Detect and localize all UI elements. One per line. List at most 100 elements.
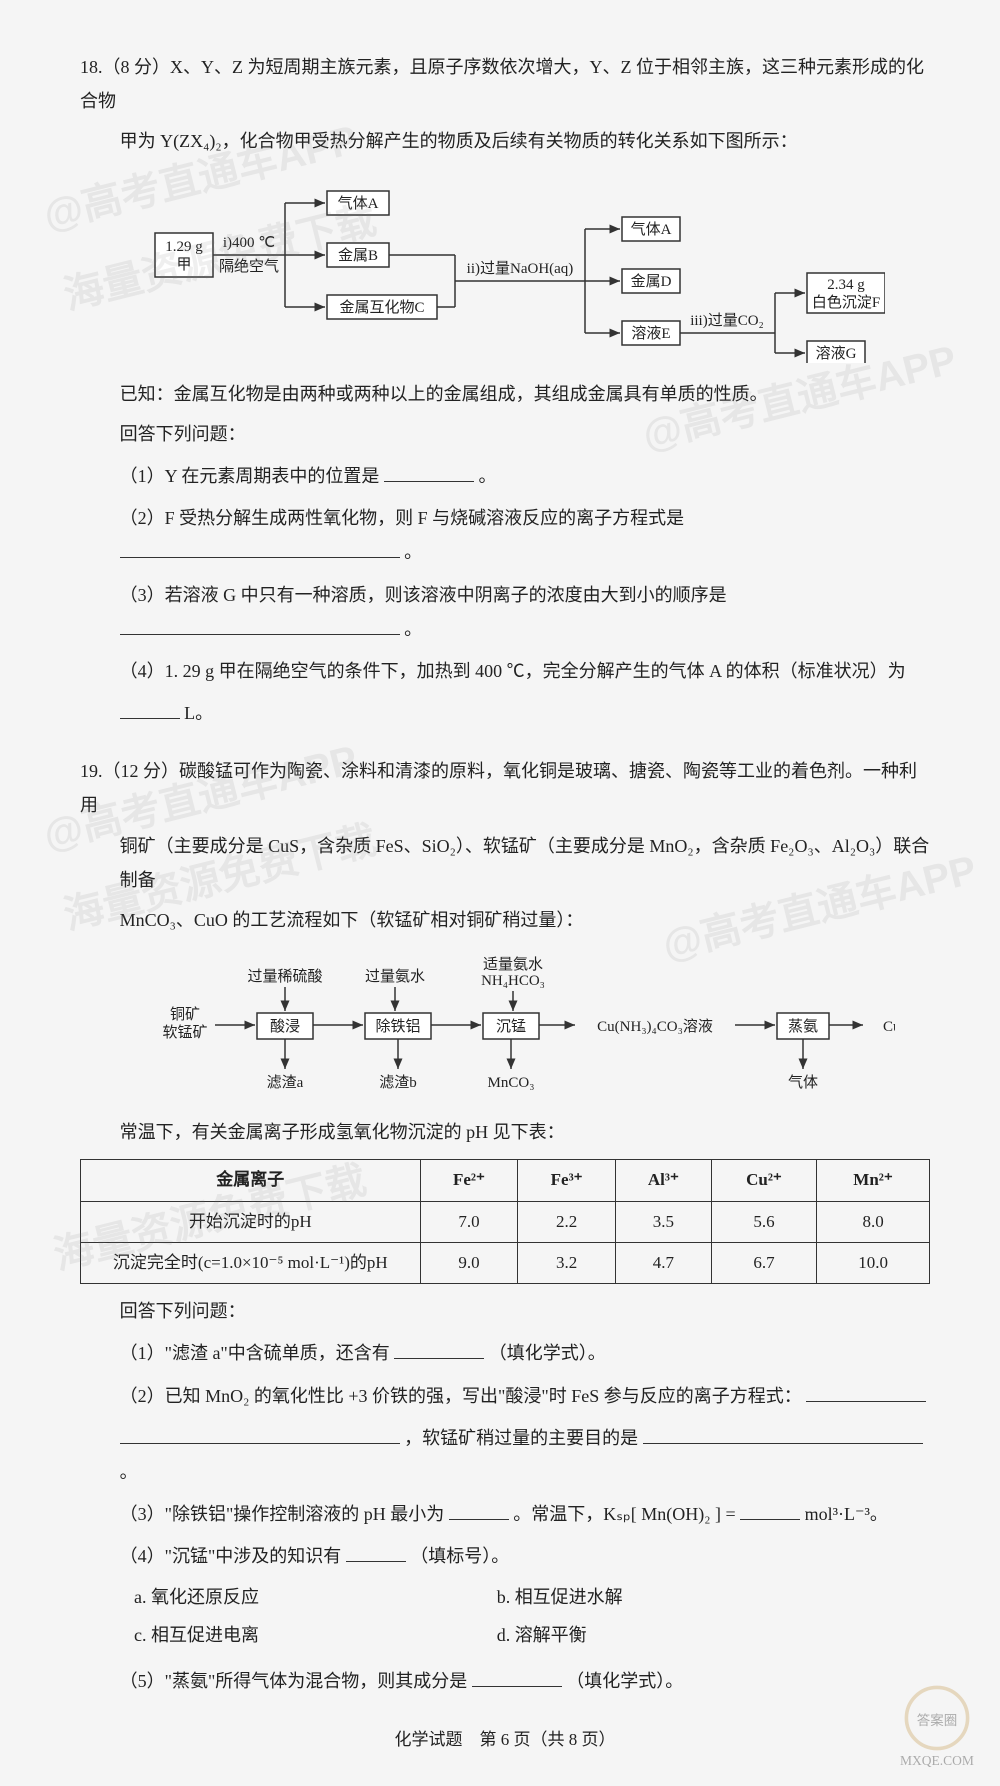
q19-sub2-blank2	[120, 1424, 400, 1444]
th-5: Mn²⁺	[817, 1160, 930, 1201]
q19-options: a. 氧化还原反应 b. 相互促进水解 c. 相互促进电离 d. 溶解平衡	[80, 1580, 930, 1656]
d-gasA: 气体A	[338, 195, 379, 212]
q19-sub2-end: 。	[120, 1462, 138, 1482]
q19-sub5-hint: （填化学式）。	[566, 1671, 683, 1691]
q19-line2: 铜矿（主要成分是 CuS，含杂质 FeS、SiO₂）、软锰矿（主要成分是 MnO…	[80, 829, 930, 897]
d2-acid: 过量稀硫酸	[247, 968, 322, 985]
q18-sub3-blank	[120, 615, 400, 635]
d-cond3: iii)过量CO₂	[690, 312, 764, 329]
q18-sub3: （3）若溶液 G 中只有一种溶质，则该溶液中阴离子的浓度由大到小的顺序是 。	[80, 578, 930, 646]
d-metalD: 金属D	[631, 273, 672, 290]
r2-3: 6.7	[711, 1242, 816, 1283]
q18-sub3-end: 。	[404, 619, 422, 639]
q19-sub3a: （3）"除铁铝"操作控制溶液的 pH 最小为	[120, 1504, 445, 1524]
q19-sub5: （5）"蒸氨"所得气体为混合物，则其成分是 （填化学式）。	[80, 1664, 930, 1698]
r1-3: 5.6	[711, 1201, 816, 1242]
table-row-1: 开始沉淀时的pH 7.0 2.2 3.5 5.6 8.0	[81, 1201, 930, 1242]
q19-sub5-text: （5）"蒸氨"所得气体为混合物，则其成分是	[120, 1671, 468, 1691]
q19-sub2-text: （2）已知 MnO₂ 的氧化性比 +3 价铁的强，写出"酸浸"时 FeS 参与反…	[120, 1386, 802, 1406]
th-4: Cu²⁺	[711, 1160, 816, 1201]
d2-step2: 除铁铝	[375, 1018, 420, 1035]
d-f2: 白色沉淀F	[812, 294, 880, 311]
d-f1: 2.34 g	[827, 277, 865, 293]
q18-line2: 甲为 Y(ZX₄)₂，化合物甲受热分解产生的物质及后续有关物质的转化关系如下图所…	[80, 124, 930, 158]
q19-sub1-blank	[394, 1340, 484, 1360]
q18-sub1-text: （1）Y 在元素周期表中的位置是	[120, 466, 380, 486]
d-cond2: ii)过量NaOH(aq)	[467, 260, 574, 277]
question-19: 19.（12 分）碳酸锰可作为陶瓷、涂料和清漆的原料，氧化铜是玻璃、搪瓷、陶瓷等…	[80, 754, 930, 1698]
q19-ph-table: 金属离子 Fe²⁺ Fe³⁺ Al³⁺ Cu²⁺ Mn²⁺ 开始沉淀时的pH 7…	[80, 1159, 930, 1284]
q18-known: 已知：金属互化物是由两种或两种以上的金属组成，其组成金属具有单质的性质。	[80, 377, 930, 411]
q18-sub4-text: （4）1. 29 g 甲在隔绝空气的条件下，加热到 400 ℃，完全分解产生的气…	[120, 661, 906, 681]
q19-table-intro: 常温下，有关金属离子形成氢氧化物沉淀的 pH 见下表：	[80, 1115, 930, 1149]
q18-prompt: 回答下列问题：	[80, 417, 930, 451]
th-3: Al³⁺	[616, 1160, 712, 1201]
q19-line3: MnCO₃、CuO 的工艺流程如下（软锰矿相对铜矿稍过量）：	[80, 903, 930, 937]
opt-c: c. 相互促进电离	[134, 1618, 492, 1652]
q19-sub1-text: （1）"滤渣 a"中含硫单质，还含有	[120, 1343, 390, 1363]
q18-sub4b: L。	[80, 696, 930, 730]
th-0: 金属离子	[81, 1160, 421, 1201]
d-solE: 溶液E	[631, 325, 670, 342]
d2-cuo: CuO	[883, 1019, 895, 1035]
q19-sub2b: ，软锰矿稍过量的主要目的是 。	[80, 1421, 930, 1489]
d2-step1: 酸浸	[270, 1018, 300, 1035]
q19-sub1: （1）"滤渣 a"中含硫单质，还含有 （填化学式）。	[80, 1336, 930, 1370]
q18-sub2-end: 。	[404, 542, 422, 562]
r1-1: 2.2	[518, 1201, 616, 1242]
q19-sub2: （2）已知 MnO₂ 的氧化性比 +3 价铁的强，写出"酸浸"时 FeS 参与反…	[80, 1379, 930, 1413]
q18-sub1: （1）Y 在元素周期表中的位置是 。	[80, 459, 930, 493]
d2-ore1: 铜矿	[170, 1006, 200, 1023]
r2-1: 3.2	[518, 1242, 616, 1283]
d-mass-2: 甲	[176, 257, 191, 273]
d2-amm: 过量氨水	[365, 968, 425, 985]
d-mass-1: 1.29 g	[165, 239, 203, 255]
r2-2: 4.7	[616, 1242, 712, 1283]
d-interC: 金属互化物C	[339, 299, 424, 316]
opt-b: b. 相互促进水解	[497, 1580, 855, 1614]
d-cond1b: 隔绝空气	[219, 258, 279, 275]
th-1: Fe²⁺	[420, 1160, 518, 1201]
q18-sub3-text: （3）若溶液 G 中只有一种溶质，则该溶液中阴离子的浓度由大到小的顺序是	[120, 585, 727, 605]
d2-carb1: 适量氨水	[483, 956, 543, 973]
q19-sub4: （4）"沉锰"中涉及的知识有 （填标号）。	[80, 1539, 930, 1573]
d2-step4: 蒸氨	[788, 1018, 818, 1035]
opt-d: d. 溶解平衡	[497, 1618, 855, 1652]
d-metalB: 金属B	[338, 247, 378, 264]
opt-a: a. 氧化还原反应	[134, 1580, 492, 1614]
q19-header: 19.（12 分）碳酸锰可作为陶瓷、涂料和清漆的原料，氧化铜是玻璃、搪瓷、陶瓷等…	[80, 754, 930, 822]
q19-sub2-blank1	[806, 1382, 926, 1402]
page-footer: 化学试题 第 6 页（共 8 页）	[80, 1724, 930, 1756]
q19-sub1-hint: （填化学式）。	[489, 1343, 606, 1363]
q18-sub4-unit: L。	[184, 703, 213, 723]
q19-flow-diagram: 铜矿 软锰矿 过量稀硫酸 酸浸 滤渣a 过量氨水 除铁铝 滤渣b 适量氨水 NH…	[115, 951, 895, 1101]
table-header-row: 金属离子 Fe²⁺ Fe³⁺ Al³⁺ Cu²⁺ Mn²⁺	[81, 1160, 930, 1201]
q19-sub3mid: 。常温下，Kₛₚ[ Mn(OH)₂ ] =	[513, 1504, 735, 1524]
q18-header: 18.（8 分）X、Y、Z 为短周期主族元素，且原子序数依次增大，Y、Z 位于相…	[80, 50, 930, 118]
q18-sub2: （2）F 受热分解生成两性氧化物，则 F 与烧碱溶液反应的离子方程式是 。	[80, 501, 930, 569]
r1-4: 8.0	[817, 1201, 930, 1242]
q19-sub2b-text: ，软锰矿稍过量的主要目的是	[404, 1428, 638, 1448]
r1-2: 3.5	[616, 1201, 712, 1242]
d2-resb: 滤渣b	[379, 1074, 417, 1091]
d-gasA2: 气体A	[631, 221, 672, 238]
q18-flow-diagram: 1.29 g 甲 i)400 ℃ 隔绝空气 气体A 金属B 金属互化物C ii)…	[125, 173, 885, 363]
table-row-2: 沉淀完全时(c=1.0×10⁻⁵ mol·L⁻¹)的pH 9.0 3.2 4.7…	[81, 1242, 930, 1283]
q19-sub4-blank	[346, 1543, 406, 1563]
d2-carb2: NH₄HCO₃	[481, 973, 545, 989]
d2-step3: 沉锰	[496, 1018, 526, 1035]
q19-sub2-blank3	[643, 1424, 923, 1444]
q18-sub4-blank	[120, 699, 180, 719]
q19-sub3unit: mol³·L⁻³。	[805, 1504, 888, 1524]
q19-sub4-text: （4）"沉锰"中涉及的知识有	[120, 1546, 342, 1566]
question-18: 18.（8 分）X、Y、Z 为短周期主族元素，且原子序数依次增大，Y、Z 位于相…	[80, 50, 930, 730]
q19-sub3-blank2	[740, 1500, 800, 1520]
d2-ore2: 软锰矿	[162, 1024, 207, 1041]
th-2: Fe³⁺	[518, 1160, 616, 1201]
q19-sub3: （3）"除铁铝"操作控制溶液的 pH 最小为 。常温下，Kₛₚ[ Mn(OH)₂…	[80, 1497, 930, 1531]
q19-sub3-blank1	[449, 1500, 509, 1520]
d2-mnco3: MnCO₃	[488, 1075, 535, 1091]
r2-0: 9.0	[420, 1242, 518, 1283]
r2-4: 10.0	[817, 1242, 930, 1283]
q18-sub1-end: 。	[478, 466, 496, 486]
